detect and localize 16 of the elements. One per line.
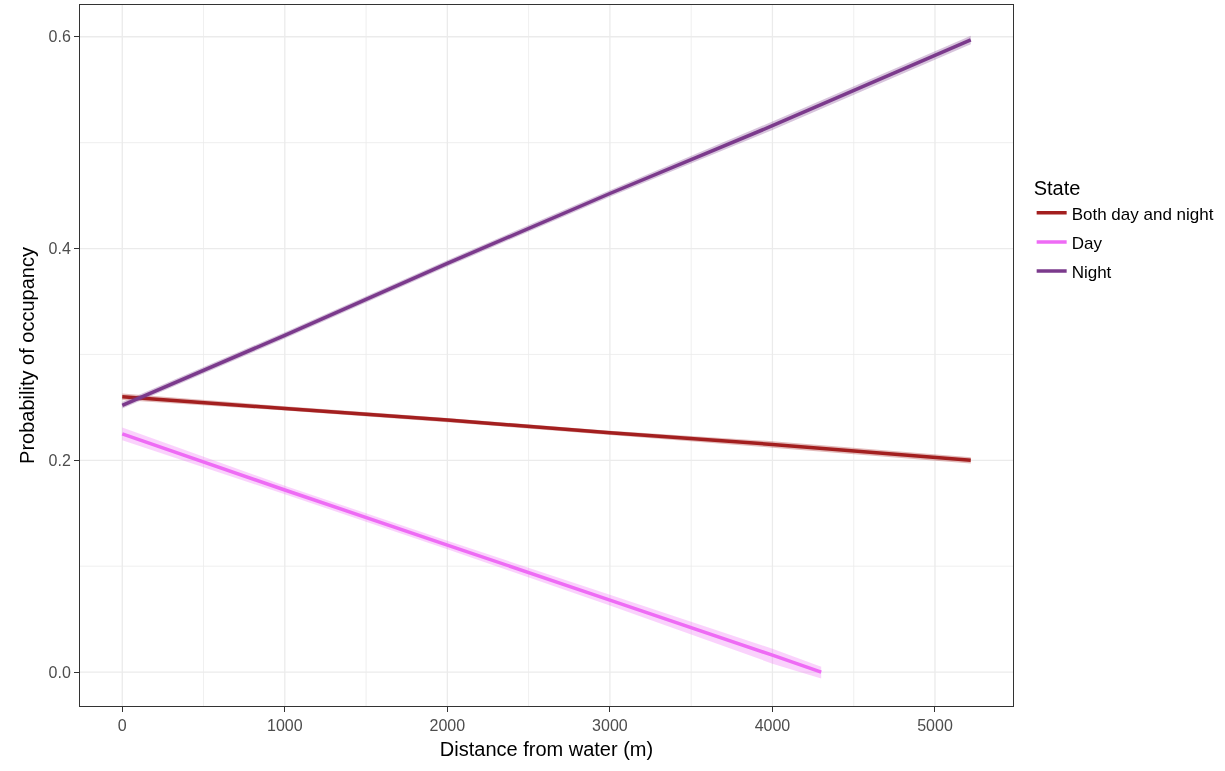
x-tick-label: 1000 xyxy=(267,717,303,735)
x-tick-label: 0 xyxy=(117,717,127,735)
x-tick-label: 3000 xyxy=(592,717,628,735)
x-tick-label: 2000 xyxy=(429,717,466,735)
legend-label: Night xyxy=(1071,262,1112,282)
y-axis-title: Probability of occupancy xyxy=(16,247,39,464)
legend-label: Day xyxy=(1071,233,1103,253)
x-tick-label: 5000 xyxy=(917,717,953,735)
y-tick-label: 0.4 xyxy=(48,240,71,258)
x-axis-title: Distance from water (m) xyxy=(439,737,654,760)
legend-title: State xyxy=(1033,177,1081,200)
y-tick-label: 0.6 xyxy=(48,28,71,46)
y-tick-label: 0.0 xyxy=(48,663,71,681)
x-tick-label: 4000 xyxy=(754,717,791,735)
y-tick-label: 0.2 xyxy=(48,451,71,469)
legend-label: Both day and night xyxy=(1071,204,1214,224)
